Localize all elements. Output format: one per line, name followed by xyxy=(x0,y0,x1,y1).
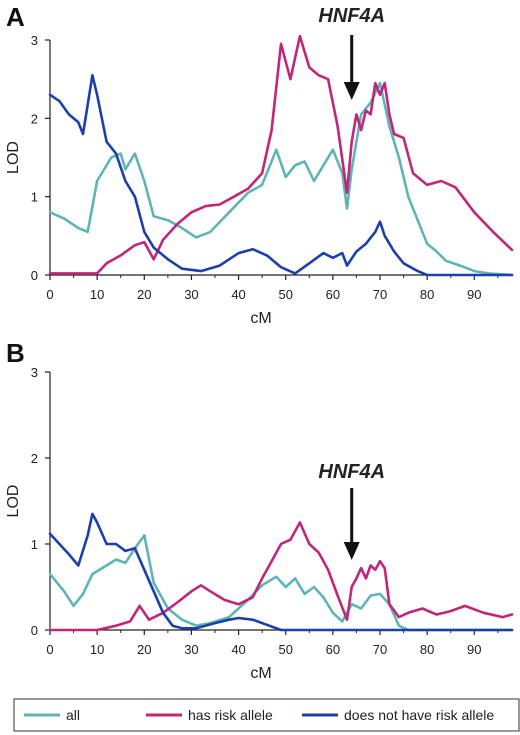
y-axis-title: LOD xyxy=(5,485,22,518)
x-tick-label: 90 xyxy=(467,287,481,302)
x-tick-label: 0 xyxy=(46,642,53,657)
annotation-arrow-head xyxy=(343,542,360,560)
x-tick-label: 10 xyxy=(90,642,104,657)
x-tick-label: 30 xyxy=(184,287,198,302)
legend-label: has risk allele xyxy=(188,707,273,723)
x-tick-label: 10 xyxy=(90,287,104,302)
x-axis-title: cM xyxy=(250,310,271,327)
series-line-all xyxy=(48,81,514,277)
x-tick-label: 60 xyxy=(326,642,340,657)
x-tick-label: 50 xyxy=(278,642,292,657)
series-line-all xyxy=(48,534,514,632)
annotation-label: HNF4A xyxy=(318,5,385,27)
y-tick-label: 0 xyxy=(31,268,38,283)
x-tick-label: 80 xyxy=(420,287,434,302)
legend-box xyxy=(13,698,520,732)
legend-label: all xyxy=(66,707,80,723)
y-tick-label: 1 xyxy=(31,190,38,205)
legend: all has risk allele does not have risk all… xyxy=(13,698,520,732)
y-tick-label: 3 xyxy=(31,33,38,48)
series-line-does-not-have-risk-allele xyxy=(48,74,514,277)
x-tick-label: 90 xyxy=(467,642,481,657)
x-tick-label: 0 xyxy=(46,287,53,302)
series-line-has-risk-allele xyxy=(48,34,514,275)
x-tick-label: 20 xyxy=(137,287,151,302)
series-line-has-risk-allele xyxy=(48,521,514,632)
annotation-label: HNF4A xyxy=(318,461,385,483)
x-tick-label: 80 xyxy=(420,642,434,657)
legend-label: does not have risk allele xyxy=(344,707,494,723)
x-tick-label: 60 xyxy=(326,287,340,302)
y-tick-label: 2 xyxy=(31,111,38,126)
x-tick-label: 40 xyxy=(231,287,245,302)
x-tick-label: 40 xyxy=(231,642,245,657)
x-axis-title: cM xyxy=(250,665,271,682)
annotation-arrow-head xyxy=(343,82,360,100)
x-tick-label: 20 xyxy=(137,642,151,657)
y-tick-label: 0 xyxy=(31,623,38,638)
x-tick-label: 70 xyxy=(373,642,387,657)
series-line-does-not-have-risk-allele xyxy=(48,512,514,632)
y-axis-title: LOD xyxy=(5,141,22,174)
x-tick-label: 30 xyxy=(184,642,198,657)
y-tick-label: 2 xyxy=(31,451,38,466)
y-tick-label: 3 xyxy=(31,365,38,380)
x-tick-label: 50 xyxy=(278,287,292,302)
x-tick-label: 70 xyxy=(373,287,387,302)
panel-letter-a: A xyxy=(6,2,25,32)
panel-letter-b: B xyxy=(6,338,25,368)
y-tick-label: 1 xyxy=(31,537,38,552)
